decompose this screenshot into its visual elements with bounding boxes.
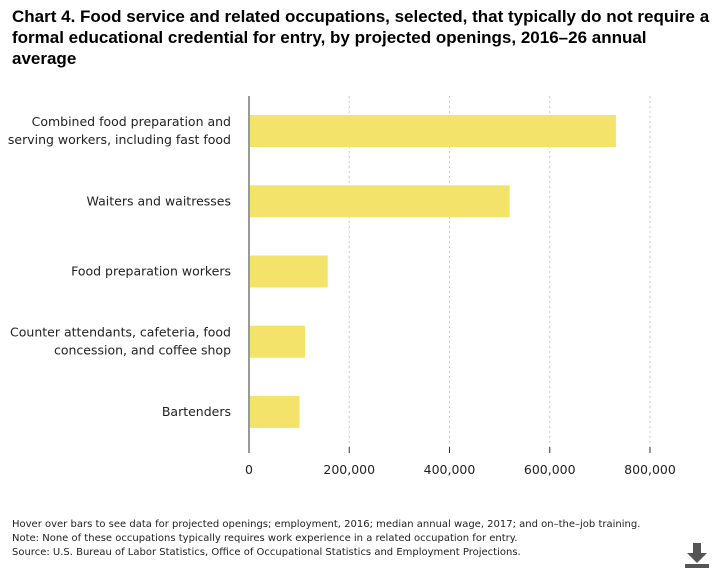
- bar[interactable]: [250, 325, 306, 358]
- category-label: concession, and coffee shop: [54, 343, 231, 358]
- category-label: serving workers, including fast food: [8, 132, 231, 147]
- x-tick-label: 800,000: [624, 462, 676, 477]
- download-button[interactable]: [683, 541, 711, 569]
- hover-note: Hover over bars to see data for projecte…: [12, 519, 641, 530]
- bar[interactable]: [250, 255, 328, 288]
- source-text: Source: U.S. Bureau of Labor Statistics,…: [12, 547, 521, 558]
- category-label: Bartenders: [162, 404, 231, 419]
- bar[interactable]: [250, 395, 300, 428]
- bar[interactable]: [250, 115, 616, 148]
- bar[interactable]: [250, 185, 510, 218]
- footnotes: Hover over bars to see data for projecte…: [12, 518, 717, 560]
- x-tick-label: 600,000: [524, 462, 576, 477]
- download-icon: [685, 543, 709, 568]
- x-tick-label: 200,000: [323, 462, 375, 477]
- x-tick-label: 400,000: [424, 462, 476, 477]
- note-text: Note: None of these occupations typicall…: [12, 533, 518, 544]
- chart-title: Chart 4. Food service and related occupa…: [12, 7, 710, 68]
- bar-chart: Combined food preparation and serving wor…: [8, 96, 676, 477]
- category-label: Food preparation workers: [71, 264, 231, 279]
- category-label: Waiters and waitresses: [87, 193, 231, 208]
- category-label: Counter attendants, cafeteria, food: [10, 325, 231, 340]
- category-label: Combined food preparation and: [32, 114, 231, 129]
- x-tick-label: 0: [245, 462, 253, 477]
